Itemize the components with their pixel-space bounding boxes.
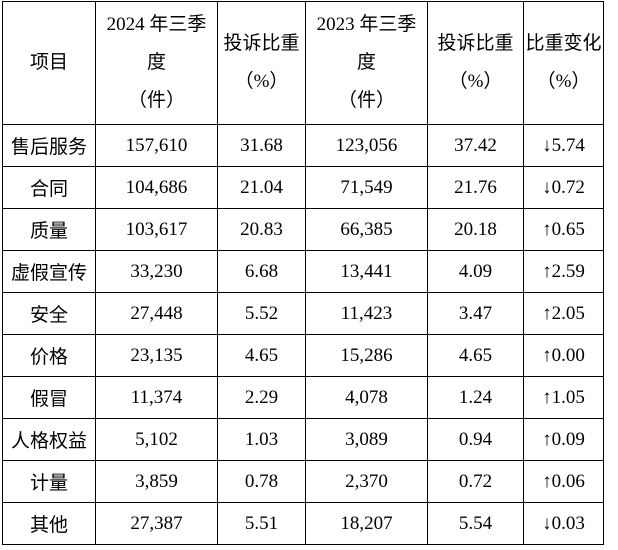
table-cell: 13,441 bbox=[305, 250, 428, 293]
table-cell: 123,056 bbox=[305, 124, 428, 167]
table-cell: 37.42 bbox=[427, 124, 524, 167]
table-cell: 3,089 bbox=[305, 418, 428, 461]
table-cell: ↑2.05 bbox=[523, 292, 604, 335]
header-line: 度 bbox=[356, 52, 376, 73]
header-line: （%） bbox=[448, 71, 503, 92]
table-row: 假冒 11,374 2.29 4,078 1.24 ↑1.05 bbox=[2, 376, 604, 419]
table-row: 质量 103,617 20.83 66,385 20.18 ↑0.65 bbox=[2, 208, 604, 251]
table-cell: ↓0.72 bbox=[523, 166, 604, 209]
table-cell: 15,286 bbox=[305, 334, 428, 377]
table-body: 售后服务 157,610 31.68 123,056 37.42 ↓5.74 合同 104,6… bbox=[2, 124, 604, 545]
table-cell: 其他 bbox=[2, 502, 96, 545]
table-cell: 0.72 bbox=[427, 460, 524, 503]
table-row: 价格 23,135 4.65 15,286 4.65 ↑0.00 bbox=[2, 334, 604, 377]
table-row: 其他 27,387 5.51 18,207 5.54 ↓0.03 bbox=[2, 502, 604, 545]
header-line: （%） bbox=[536, 71, 591, 92]
header-line: 比重变化 bbox=[525, 33, 602, 54]
header-cell: 投诉比重 （%） bbox=[217, 1, 306, 125]
table-cell: 11,423 bbox=[305, 292, 428, 335]
table-cell: 104,686 bbox=[95, 166, 218, 209]
table-cell: ↑0.00 bbox=[523, 334, 604, 377]
table-cell: 157,610 bbox=[95, 124, 218, 167]
table-row: 售后服务 157,610 31.68 123,056 37.42 ↓5.74 bbox=[2, 124, 604, 167]
table-row: 安全 27,448 5.52 11,423 3.47 ↑2.05 bbox=[2, 292, 604, 335]
table-cell: ↓0.03 bbox=[523, 502, 604, 545]
table-cell: 质量 bbox=[2, 208, 96, 251]
table-cell: 1.03 bbox=[217, 418, 306, 461]
table-cell: 售后服务 bbox=[2, 124, 96, 167]
table-cell: 4.09 bbox=[427, 250, 524, 293]
table-row: 计量 3,859 0.78 2,370 0.72 ↑0.06 bbox=[2, 460, 604, 503]
table-cell: ↑0.65 bbox=[523, 208, 604, 251]
header-cell: 比重变化 （%） bbox=[523, 1, 604, 125]
table-cell: 21.04 bbox=[217, 166, 306, 209]
header-cell: 2023 年三季度 （件） bbox=[305, 1, 428, 125]
table-cell: ↑1.05 bbox=[523, 376, 604, 419]
table-cell: ↑0.06 bbox=[523, 460, 604, 503]
table-cell: ↑0.09 bbox=[523, 418, 604, 461]
header-line: 2024 年三季 bbox=[106, 14, 207, 35]
table-cell: 5.51 bbox=[217, 502, 306, 545]
table-cell: 1.24 bbox=[427, 376, 524, 419]
table-row: 人格权益 5,102 1.03 3,089 0.94 ↑0.09 bbox=[2, 418, 604, 461]
table-cell: 20.83 bbox=[217, 208, 306, 251]
header-line: 项目 bbox=[29, 52, 68, 73]
header-line: （件） bbox=[337, 90, 395, 111]
table-cell: 71,549 bbox=[305, 166, 428, 209]
table-cell: 0.94 bbox=[427, 418, 524, 461]
table-cell: 31.68 bbox=[217, 124, 306, 167]
table-cell: 23,135 bbox=[95, 334, 218, 377]
header-line: （件） bbox=[127, 90, 185, 111]
header-line: （%） bbox=[234, 71, 289, 92]
table-cell: 3,859 bbox=[95, 460, 218, 503]
table-cell: 安全 bbox=[2, 292, 96, 335]
table-cell: 合同 bbox=[2, 166, 96, 209]
table-cell: 66,385 bbox=[305, 208, 428, 251]
complaint-table: 项目 2024 年三季度（件） 投诉比重 （%） 2023 年三季度（件） 投诉比重 （%）… bbox=[2, 1, 604, 545]
table-cell: 价格 bbox=[2, 334, 96, 377]
table-cell: 11,374 bbox=[95, 376, 218, 419]
table-cell: 18,207 bbox=[305, 502, 428, 545]
table-cell: 4.65 bbox=[217, 334, 306, 377]
header-cell: 项目 bbox=[2, 1, 96, 125]
table-cell: 20.18 bbox=[427, 208, 524, 251]
table-cell: 6.68 bbox=[217, 250, 306, 293]
table-cell: 4.65 bbox=[427, 334, 524, 377]
table-cell: 3.47 bbox=[427, 292, 524, 335]
header-row: 项目 2024 年三季度（件） 投诉比重 （%） 2023 年三季度（件） 投诉比重 （%）… bbox=[2, 1, 604, 125]
table-cell: 5.54 bbox=[427, 502, 524, 545]
table-cell: 4,078 bbox=[305, 376, 428, 419]
table-cell: 0.78 bbox=[217, 460, 306, 503]
table-cell: 假冒 bbox=[2, 376, 96, 419]
table-cell: 5,102 bbox=[95, 418, 218, 461]
table-cell: 计量 bbox=[2, 460, 96, 503]
header-line: 度 bbox=[146, 52, 166, 73]
header-line: 投诉比重 bbox=[437, 33, 514, 54]
table-cell: 27,448 bbox=[95, 292, 218, 335]
table-cell: 人格权益 bbox=[2, 418, 96, 461]
table-cell: 103,617 bbox=[95, 208, 218, 251]
table-cell: ↓5.74 bbox=[523, 124, 604, 167]
table-cell: 27,387 bbox=[95, 502, 218, 545]
header-line: 投诉比重 bbox=[223, 33, 300, 54]
table-row: 合同 104,686 21.04 71,549 21.76 ↓0.72 bbox=[2, 166, 604, 209]
table-cell: 21.76 bbox=[427, 166, 524, 209]
header-cell: 2024 年三季度 （件） bbox=[95, 1, 218, 125]
table-cell: 5.52 bbox=[217, 292, 306, 335]
table-row: 虚假宣传 33,230 6.68 13,441 4.09 ↑2.59 bbox=[2, 250, 604, 293]
table-cell: 33,230 bbox=[95, 250, 218, 293]
table-cell: 2,370 bbox=[305, 460, 428, 503]
table-cell: 2.29 bbox=[217, 376, 306, 419]
table-cell: 虚假宣传 bbox=[2, 250, 96, 293]
header-line: 2023 年三季 bbox=[316, 14, 417, 35]
table-cell: ↑2.59 bbox=[523, 250, 604, 293]
table-header: 项目 2024 年三季度（件） 投诉比重 （%） 2023 年三季度（件） 投诉比重 （%）… bbox=[2, 1, 604, 125]
header-cell: 投诉比重 （%） bbox=[427, 1, 524, 125]
